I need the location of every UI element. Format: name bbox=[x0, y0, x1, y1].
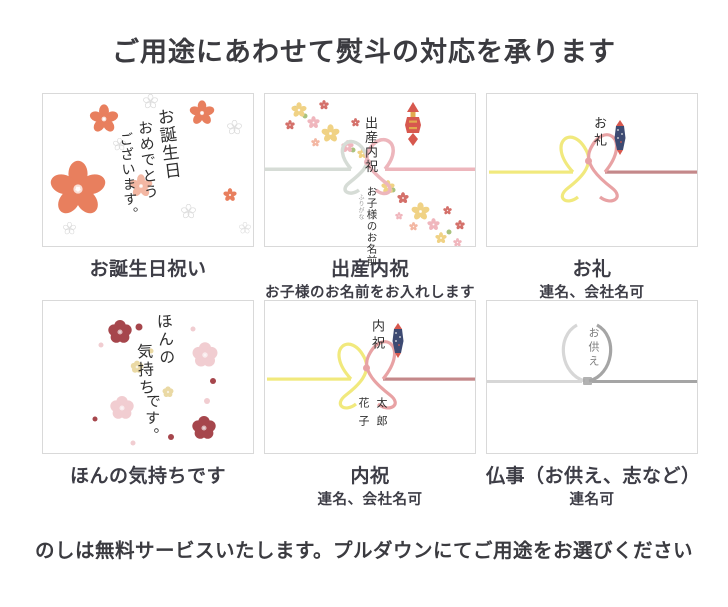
noshi-option-small-token: ほんの 気持ち です。 ほんの気持ちです bbox=[42, 300, 254, 507]
noshi-ornament-icon bbox=[392, 323, 404, 358]
noshi-option-uchiiwai: 内祝 太郎 花子 内祝 連名、会社名可 bbox=[264, 300, 476, 508]
furigana-text: ふりがな bbox=[357, 194, 363, 220]
noshi-option-butsuji: お供え 仏事（お供え、志など） 連名可 bbox=[486, 300, 701, 508]
card-sublabel: 連名可 bbox=[569, 492, 615, 508]
card-label: お礼 bbox=[572, 259, 612, 280]
noshi-sample-small-token: ほんの 気持ち です。 bbox=[42, 300, 254, 454]
card-label: ほんの気持ちです bbox=[69, 466, 226, 487]
card-sublabel: 連名、会社名可 bbox=[539, 285, 645, 301]
calligraphy-line: です。 bbox=[141, 392, 161, 445]
noshi-omotegaki-text: 内祝 bbox=[370, 319, 385, 353]
noshi-sample-thanks: お礼 bbox=[486, 93, 698, 247]
mizuhiki-bow-icon bbox=[489, 120, 697, 203]
card-label: 仏事（お供え、志など） bbox=[486, 466, 701, 487]
noshi-sample-birthday: お誕生日 おめでとう ございます。 bbox=[42, 93, 254, 247]
floral-band-mizuhiki-icon bbox=[265, 100, 475, 246]
noshi-ornament-icon bbox=[614, 120, 626, 155]
card-sublabel: 連名、会社名可 bbox=[317, 492, 423, 508]
noshi-name-text: 太郎 bbox=[375, 397, 387, 433]
noshi-options-grid: お誕生日 おめでとう ございます。 お誕生日祝い bbox=[42, 93, 701, 508]
card-label: 出産内祝 bbox=[330, 259, 409, 280]
noshi-name-placeholder-text: お子様のお名前 bbox=[365, 186, 377, 267]
noshi-option-thanks: お礼 お礼 連名、会社名可 bbox=[486, 93, 698, 301]
page-title: ご用途にあわせて熨斗の対応を承ります bbox=[112, 37, 616, 67]
card-label: お誕生日祝い bbox=[89, 259, 207, 280]
calligraphy-line: ほんの bbox=[153, 312, 174, 368]
noshi-name-text: 花子 bbox=[357, 397, 369, 433]
card-sublabel: お子様のお名前をお入れします bbox=[265, 285, 475, 301]
noshi-sample-baby-gift: 出産内祝 お子様のお名前 ふりがな bbox=[264, 93, 476, 267]
plum-blossom-decoration-icon bbox=[92, 320, 218, 446]
noshi-option-baby-gift: 出産内祝 お子様のお名前 ふりがな 出産内祝 お子様のお名前をお入れします bbox=[264, 93, 476, 301]
noshi-option-birthday: お誕生日 おめでとう ございます。 お誕生日祝い bbox=[42, 93, 254, 300]
noshi-sample-uchiiwai: 内祝 太郎 花子 bbox=[264, 300, 476, 454]
mizuhiki-bow-icon bbox=[267, 323, 475, 410]
noshi-ornament-icon bbox=[405, 102, 421, 146]
card-label: 内祝 bbox=[350, 466, 390, 487]
noshi-omotegaki-text: お礼 bbox=[592, 116, 607, 150]
noshi-omotegaki-text: 出産内祝 bbox=[363, 116, 378, 174]
musubikiri-mizuhiki-icon bbox=[487, 323, 697, 385]
calligraphy-line: 気持ち bbox=[133, 342, 154, 398]
noshi-sample-butsuji: お供え bbox=[486, 300, 698, 454]
footer-note: のしは無料サービスいたします。プルダウンにてご用途をお選びください bbox=[34, 541, 694, 562]
noshi-omotegaki-text: お供え bbox=[587, 327, 599, 369]
